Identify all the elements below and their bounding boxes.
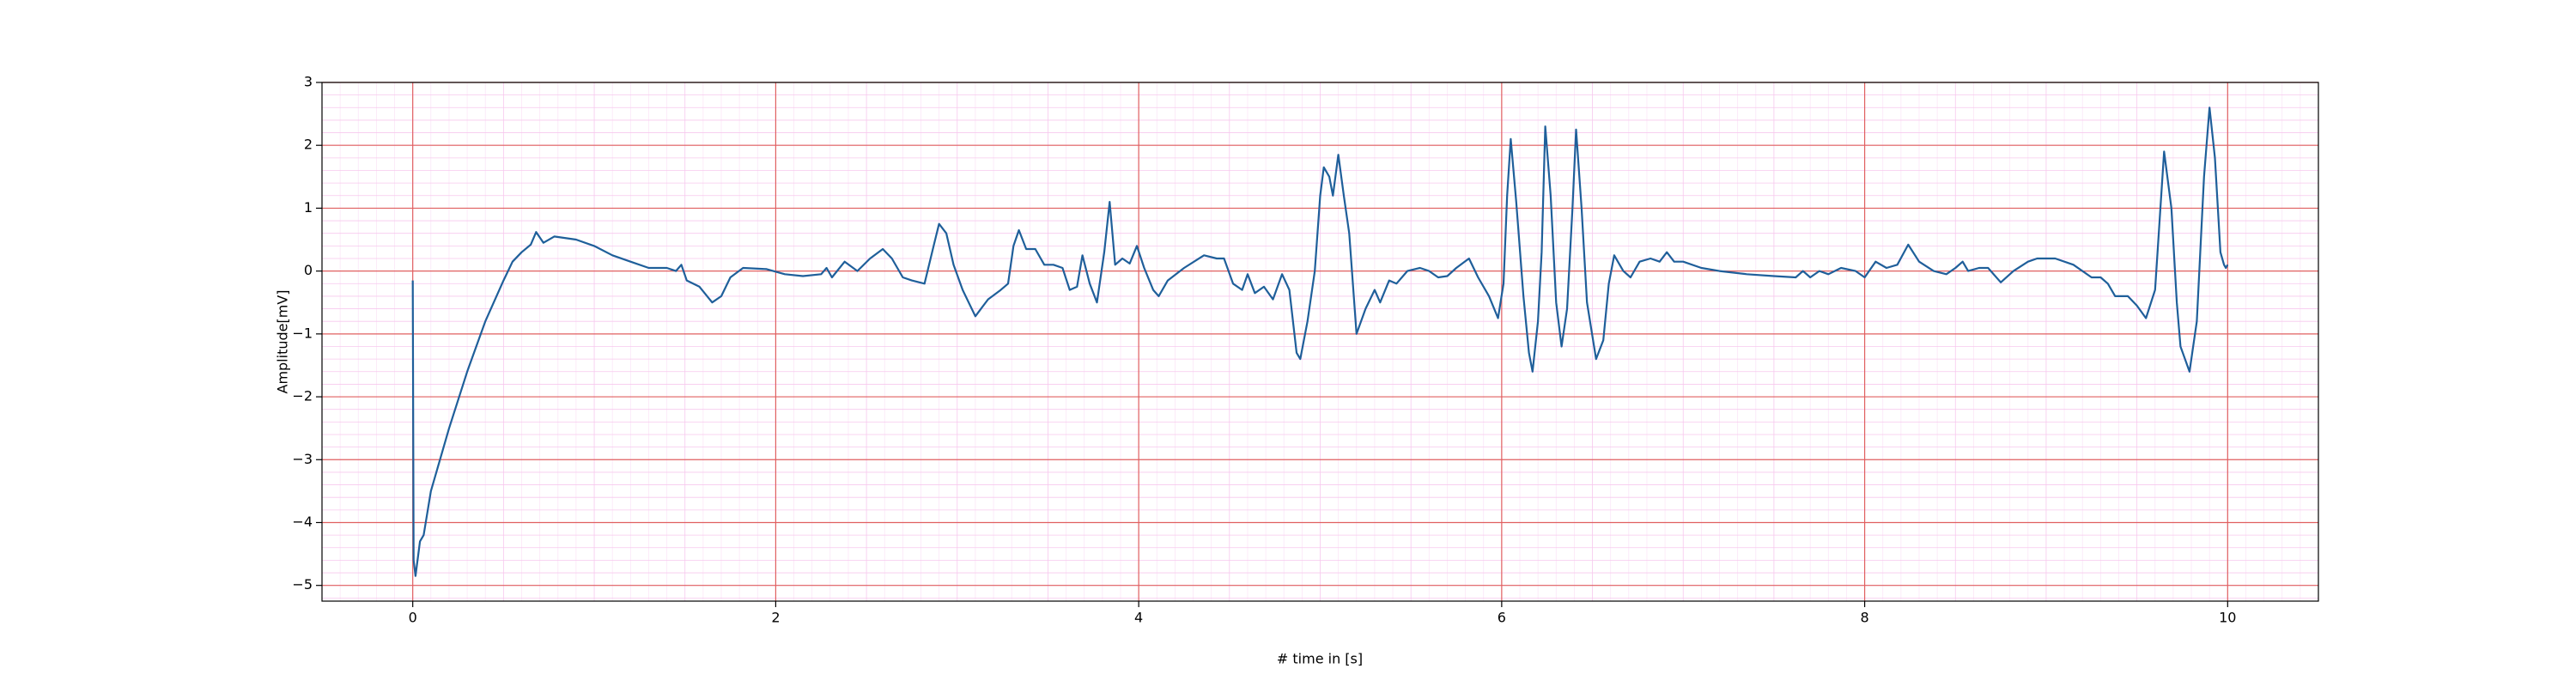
y-tick-label: −3 [292, 451, 313, 467]
x-tick-label: 4 [1134, 610, 1143, 626]
x-tick-label: 2 [771, 610, 780, 626]
ecg-line [411, 106, 2229, 577]
y-tick-label: 1 [304, 199, 313, 216]
y-tick-label: −4 [292, 514, 313, 530]
x-tick-label: 8 [1860, 610, 1868, 626]
y-tick-label: 0 [304, 262, 313, 278]
x-axis-label: # time in [s] [1277, 651, 1363, 667]
plot-frame [321, 82, 2319, 602]
y-tick-label: 3 [304, 74, 313, 90]
y-axis-label: Amplitude[mV] [275, 289, 291, 393]
y-tick-label: 2 [304, 137, 313, 153]
y-tick-label: −2 [292, 388, 313, 404]
x-tick-label: 6 [1498, 610, 1506, 626]
y-tick-label: −1 [292, 325, 313, 341]
y-tick-label: −5 [292, 576, 313, 593]
x-tick-label: 10 [2219, 610, 2236, 626]
x-tick-label: 0 [409, 610, 417, 626]
